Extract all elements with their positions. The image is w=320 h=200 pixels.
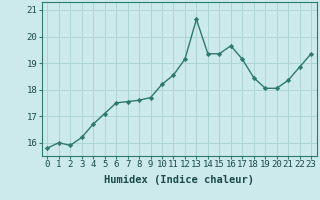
X-axis label: Humidex (Indice chaleur): Humidex (Indice chaleur): [104, 175, 254, 185]
